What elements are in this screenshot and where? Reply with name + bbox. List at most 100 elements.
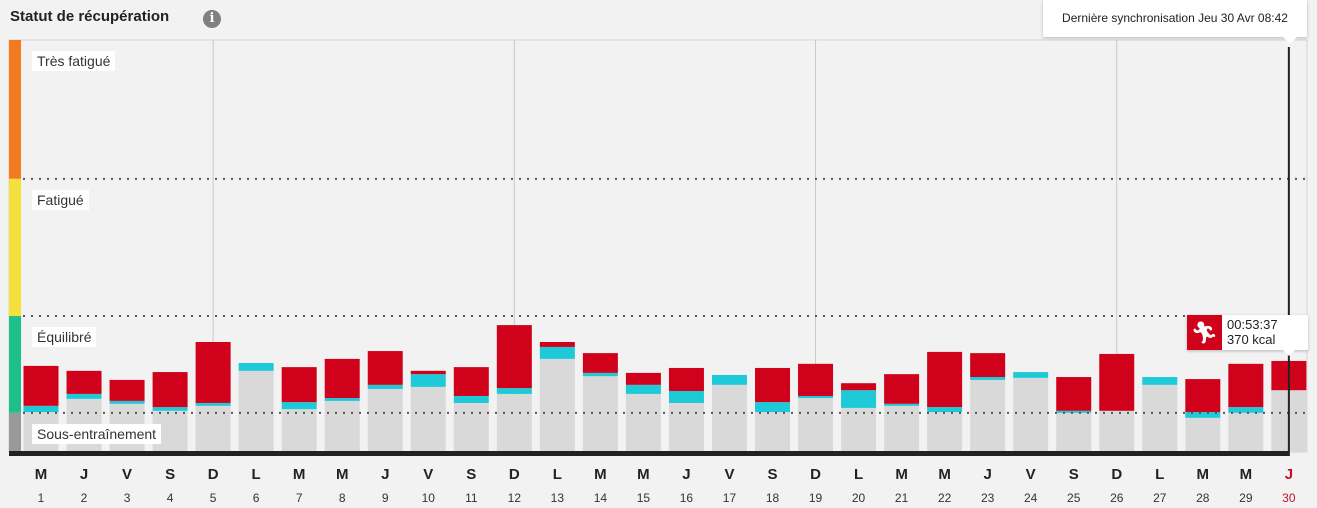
x-tick-day-letter: J	[983, 466, 992, 483]
bar-red	[625, 372, 661, 385]
x-tick-day-letter: D	[508, 466, 520, 483]
bar-cyan	[582, 372, 618, 377]
page-title: Statut de récupération	[10, 8, 170, 25]
x-tick-day-letter: L	[251, 466, 261, 483]
x-tick-day-number: 22	[937, 491, 952, 505]
x-tick-day-letter: L	[552, 466, 562, 483]
bar-base	[625, 393, 661, 452]
bar-cyan	[539, 346, 575, 359]
bar-base	[238, 370, 274, 452]
x-tick-day-letter: M	[637, 466, 650, 483]
bar-cyan	[152, 407, 188, 411]
x-tick-day-number: 10	[421, 491, 435, 505]
x-tick-day-letter: V	[724, 466, 735, 483]
x-tick-day-number: 23	[980, 491, 995, 505]
bar-cyan	[324, 398, 360, 401]
x-tick-day-number: 17	[722, 491, 737, 505]
bar-red	[324, 358, 360, 399]
bar-red	[1228, 363, 1264, 408]
x-tick-day-number: 28	[1196, 491, 1210, 505]
x-axis-baseline	[9, 451, 1289, 456]
x-tick-day-letter: L	[1155, 466, 1165, 483]
bar-cyan	[884, 403, 920, 406]
x-tick-day-number: 9	[381, 491, 389, 505]
bar-cyan	[668, 391, 704, 403]
x-tick-day-number: 7	[295, 491, 303, 505]
x-tick-day-number: 8	[338, 491, 346, 505]
zone-color-strip	[9, 178, 21, 317]
bar-base	[1056, 412, 1092, 452]
activity-tooltip[interactable]: 🏃︎ 00:53:37 370 kcal	[1187, 315, 1308, 356]
x-tick-day-letter: D	[1111, 466, 1123, 483]
bar-red	[453, 367, 489, 396]
bar-cyan	[970, 377, 1006, 380]
bar-cyan	[1228, 407, 1264, 413]
bar-cyan	[841, 390, 877, 408]
x-tick-day-letter: V	[423, 466, 434, 483]
x-tick-day-number: 12	[507, 491, 521, 505]
bar-red	[1185, 379, 1221, 413]
bar-base	[1228, 412, 1264, 452]
x-tick-day-number: 20	[851, 491, 866, 505]
x-tick-day-number: 30	[1282, 491, 1296, 505]
zone-label-tres-fatigue: Très fatigué	[32, 51, 116, 71]
bar-base	[453, 402, 489, 452]
bar-cyan	[496, 388, 532, 394]
running-icon: 🏃︎	[1187, 315, 1222, 350]
bar-red	[109, 379, 145, 401]
bar-base	[1099, 410, 1135, 452]
x-tick-day-number: 24	[1024, 491, 1038, 505]
bar-base	[1142, 384, 1178, 452]
x-tick-day-number: 2	[80, 491, 88, 505]
bar-cyan	[711, 374, 747, 385]
bar-base	[927, 412, 963, 452]
bar-base	[539, 358, 575, 452]
activity-calories: 370 kcal	[1227, 332, 1276, 347]
x-tick-day-letter: D	[207, 466, 219, 483]
activity-duration: 00:53:37	[1227, 317, 1278, 332]
x-tick-day-letter: S	[767, 466, 778, 483]
sync-tooltip: Dernière synchronisation Jeu 30 Avr 08:4…	[1043, 0, 1307, 44]
bar-base	[281, 409, 317, 452]
x-tick-day-letter: J	[381, 466, 390, 483]
zone-color-strip	[9, 40, 21, 179]
x-tick-day-number: 27	[1153, 491, 1167, 505]
bar-red	[970, 353, 1006, 378]
bar-base	[755, 412, 791, 452]
x-tick-day-letter: S	[466, 466, 477, 483]
x-tick-day-letter: D	[810, 466, 821, 483]
x-tick-day-letter: S	[165, 466, 176, 483]
x-tick-day-letter: S	[1068, 466, 1079, 483]
bar-cyan	[410, 374, 446, 387]
bar-red	[281, 367, 317, 403]
zone-color-strip	[9, 412, 21, 452]
x-tick-day-number: 18	[765, 491, 780, 505]
bar-red	[1056, 377, 1092, 411]
bar-cyan	[367, 384, 403, 389]
bar-base	[496, 393, 532, 452]
bar-base	[1185, 417, 1221, 452]
x-tick-day-number: 29	[1239, 491, 1253, 505]
x-tick-day-number: 14	[593, 491, 608, 505]
bar-red	[496, 325, 532, 389]
bar-cyan	[281, 402, 317, 410]
x-tick-day-number: 5	[209, 491, 217, 505]
bar-base	[367, 388, 403, 452]
x-tick-day-number: 11	[465, 491, 478, 505]
x-tick-day-letter: M	[292, 466, 306, 483]
x-tick-day-number: 21	[894, 491, 909, 505]
x-tick-day-number: 3	[123, 491, 131, 505]
x-tick-day-number: 13	[550, 491, 565, 505]
bar-cyan	[927, 407, 963, 413]
info-icon[interactable]: i	[203, 10, 221, 28]
x-tick-day-letter: J	[79, 466, 89, 483]
bar-cyan	[109, 400, 145, 404]
zone-label-equilibre: Équilibré	[32, 327, 97, 347]
x-tick-day-number: 1	[37, 491, 45, 505]
bar-base	[668, 402, 704, 452]
bar-red	[582, 353, 618, 373]
bar-base	[582, 376, 618, 452]
bar-cyan	[238, 363, 274, 371]
bar-base	[324, 400, 360, 452]
bar-base	[1013, 377, 1049, 452]
